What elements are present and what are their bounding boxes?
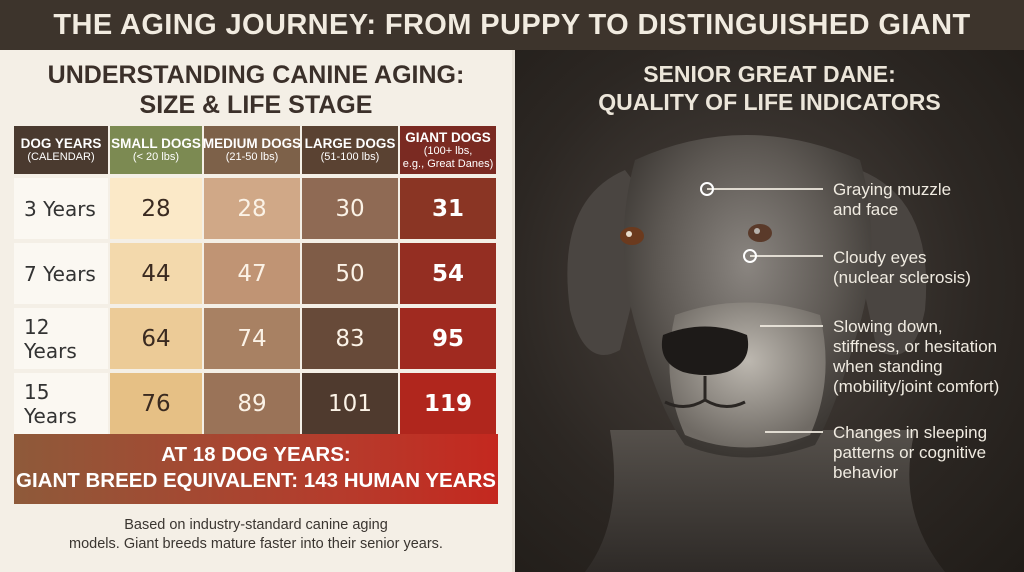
aging-table-panel: UNDERSTANDING CANINE AGING: SIZE & LIFE …: [0, 50, 512, 572]
row-label: 15 Years: [14, 373, 108, 434]
footnote: Based on industry-standard canine aging …: [0, 516, 512, 554]
table-header-row: DOG YEARS (CALENDAR) SMALL DOGS (< 20 lb…: [14, 126, 498, 174]
cell-giant: 54: [400, 243, 496, 304]
header-small-dogs: SMALL DOGS (< 20 lbs): [110, 126, 202, 174]
mouth-shape: [664, 376, 746, 408]
table-title-line1: UNDERSTANDING CANINE AGING:: [47, 61, 465, 89]
muzzle-shape: [669, 302, 826, 448]
cell-large: 50: [302, 243, 398, 304]
cell-small: 64: [110, 308, 202, 369]
callout-line1: AT 18 DOG YEARS:: [161, 443, 351, 466]
cell-medium: 47: [204, 243, 300, 304]
right-eye-shape: [748, 224, 772, 242]
header-dog-years: DOG YEARS (CALENDAR): [14, 126, 108, 174]
indicator-line: Changes in sleeping: [833, 423, 988, 442]
header-subtitle: (100+ lbs,: [423, 144, 473, 157]
indicator-line: (mobility/joint comfort): [833, 377, 1000, 396]
header-subtitle: (CALENDAR): [27, 151, 95, 163]
header-title: DOG YEARS: [20, 136, 102, 151]
footnote-line2: models. Giant breeds mature faster into …: [69, 536, 443, 552]
cell-small: 44: [110, 243, 202, 304]
cell-giant: 119: [400, 373, 496, 434]
cell-medium: 74: [204, 308, 300, 369]
title-banner: THE AGING JOURNEY: FROM PUPPY TO DISTING…: [0, 0, 1024, 50]
indicator-line: (nuclear sclerosis): [833, 268, 971, 287]
right-eye-highlight: [754, 228, 760, 234]
header-title: LARGE DOGS: [304, 136, 396, 151]
header-medium-dogs: MEDIUM DOGS (21-50 lbs): [202, 126, 302, 174]
indicator-line: stiffness, or hesitation: [833, 337, 998, 356]
cell-giant: 95: [400, 308, 496, 369]
row-label: 12 Years: [14, 308, 108, 369]
indicator-mobility: Slowing down, stiffness, or hesitation w…: [833, 317, 999, 397]
indicator-sleep-cognition: Changes in sleeping patterns or cognitiv…: [833, 423, 987, 483]
header-giant-dogs: GIANT DOGS (100+ lbs, e.g., Great Danes): [400, 126, 496, 174]
portrait-title-line2: QUALITY OF LIFE INDICATORS: [598, 89, 941, 115]
header-title: SMALL DOGS: [111, 136, 201, 151]
header-subtitle: (51-100 lbs): [320, 151, 380, 163]
table-row: 12 Years 64 74 83 95: [14, 308, 498, 369]
header-large-dogs: LARGE DOGS (51-100 lbs): [302, 126, 398, 174]
callout-line2: GIANT BREED EQUIVALENT: 143 HUMAN YEARS: [16, 469, 496, 492]
header-title: GIANT DOGS: [405, 129, 491, 145]
table-row: 3 Years 28 28 30 31: [14, 178, 498, 239]
neck-shape: [585, 430, 945, 572]
dog-portrait-panel: SENIOR GREAT DANE: QUALITY OF LIFE INDIC…: [515, 50, 1024, 572]
left-eye-highlight: [626, 231, 632, 237]
header-subtitle-2: e.g., Great Danes): [402, 157, 494, 170]
cell-large: 30: [302, 178, 398, 239]
cell-medium: 28: [204, 178, 300, 239]
table-body: 3 Years 28 28 30 31 7 Years 44 47 50 54 …: [14, 178, 498, 434]
footnote-line1: Based on industry-standard canine aging: [124, 517, 388, 533]
indicator-line: and face: [833, 200, 899, 219]
nose-shape: [661, 326, 749, 375]
table-title-line2: SIZE & LIFE STAGE: [139, 91, 373, 119]
panel-divider: [512, 50, 515, 572]
cell-giant: 31: [400, 178, 496, 239]
indicator-line: when standing: [833, 357, 943, 376]
indicator-line: behavior: [833, 463, 899, 482]
table-row: 7 Years 44 47 50 54: [14, 243, 498, 304]
header-subtitle: (21-50 lbs): [225, 151, 279, 163]
indicator-line: Cloudy eyes: [833, 248, 927, 267]
cell-medium: 89: [204, 373, 300, 434]
table-panel-title: UNDERSTANDING CANINE AGING: SIZE & LIFE …: [0, 60, 512, 120]
portrait-panel-title: SENIOR GREAT DANE: QUALITY OF LIFE INDIC…: [515, 60, 1024, 116]
cell-small: 28: [110, 178, 202, 239]
indicator-dots: [700, 182, 757, 263]
aging-table: DOG YEARS (CALENDAR) SMALL DOGS (< 20 lb…: [14, 126, 498, 438]
row-label: 7 Years: [14, 243, 108, 304]
indicator-line: Graying muzzle: [833, 180, 952, 199]
left-eye-shape: [620, 227, 644, 245]
indicator-lines: [707, 188, 823, 433]
cell-small: 76: [110, 373, 202, 434]
cell-large: 101: [302, 373, 398, 434]
row-label: 3 Years: [14, 178, 108, 239]
giant-breed-callout: AT 18 DOG YEARS: GIANT BREED EQUIVALENT:…: [14, 434, 498, 504]
header-title: MEDIUM DOGS: [202, 136, 302, 151]
indicator-line: patterns or cognitive: [833, 443, 987, 462]
portrait-title-line1: SENIOR GREAT DANE:: [643, 61, 896, 87]
page-title: THE AGING JOURNEY: FROM PUPPY TO DISTING…: [53, 8, 971, 41]
great-dane-illustration: [567, 135, 945, 572]
indicator-line: Slowing down,: [833, 317, 943, 336]
indicator-graying-muzzle: Graying muzzle and face: [833, 180, 951, 220]
indicator-cloudy-eyes: Cloudy eyes (nuclear sclerosis): [833, 248, 971, 288]
header-subtitle: (< 20 lbs): [132, 151, 180, 163]
cell-large: 83: [302, 308, 398, 369]
table-row: 15 Years 76 89 101 119: [14, 373, 498, 434]
